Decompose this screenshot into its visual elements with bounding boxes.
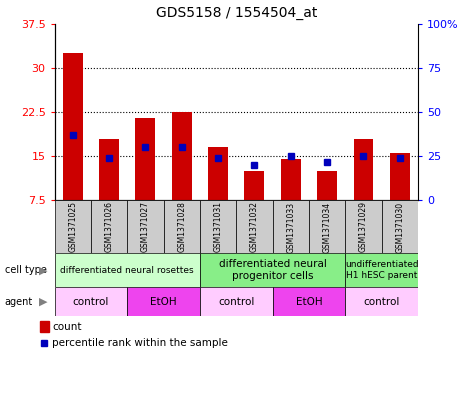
Text: GSM1371026: GSM1371026 (104, 202, 114, 252)
Text: control: control (73, 297, 109, 307)
Bar (99, 138, 119, 200)
Bar (273, 287, 345, 316)
Text: differentiated neural rosettes: differentiated neural rosettes (60, 266, 194, 275)
Bar (55, 200, 91, 253)
Bar (135, 118, 155, 200)
Text: GSM1371027: GSM1371027 (141, 202, 150, 252)
Text: undifferentiated
H1 hESC parent: undifferentiated H1 hESC parent (345, 261, 418, 280)
Bar (163, 200, 200, 253)
Text: count: count (52, 322, 82, 332)
Bar (200, 200, 237, 253)
Bar (237, 200, 273, 253)
Bar (40, 321, 49, 332)
Text: GSM1371028: GSM1371028 (177, 202, 186, 252)
Bar (200, 287, 273, 316)
Text: differentiated neural
progenitor cells: differentiated neural progenitor cells (218, 259, 327, 281)
Text: GSM1371034: GSM1371034 (323, 201, 332, 253)
Title: GDS5158 / 1554504_at: GDS5158 / 1554504_at (156, 6, 317, 20)
Text: percentile rank within the sample: percentile rank within the sample (52, 338, 228, 348)
Text: EtOH: EtOH (150, 297, 177, 307)
Bar (55, 253, 200, 287)
Text: ▶: ▶ (39, 297, 48, 307)
Bar (381, 200, 418, 253)
Text: GSM1371025: GSM1371025 (68, 202, 77, 252)
Bar (345, 200, 381, 253)
Text: GSM1371032: GSM1371032 (250, 202, 259, 252)
Text: GSM1371033: GSM1371033 (286, 201, 295, 253)
Text: cell type: cell type (5, 265, 47, 275)
Text: GSM1371030: GSM1371030 (395, 201, 404, 253)
Bar (208, 147, 228, 200)
Bar (390, 153, 410, 200)
Bar (172, 112, 192, 200)
Bar (345, 253, 418, 287)
Text: GSM1371029: GSM1371029 (359, 202, 368, 252)
Bar (63, 53, 83, 200)
Bar (281, 159, 301, 200)
Text: ▶: ▶ (39, 265, 48, 275)
Text: control: control (218, 297, 255, 307)
Bar (273, 200, 309, 253)
Text: GSM1371031: GSM1371031 (214, 202, 223, 252)
Bar (245, 171, 265, 200)
Text: EtOH: EtOH (295, 297, 323, 307)
Bar (353, 138, 373, 200)
Bar (55, 287, 127, 316)
Bar (200, 253, 345, 287)
Text: control: control (363, 297, 400, 307)
Bar (309, 200, 345, 253)
Text: agent: agent (5, 297, 33, 307)
Bar (91, 200, 127, 253)
Bar (345, 287, 418, 316)
Bar (127, 287, 200, 316)
Bar (317, 171, 337, 200)
Bar (127, 200, 163, 253)
